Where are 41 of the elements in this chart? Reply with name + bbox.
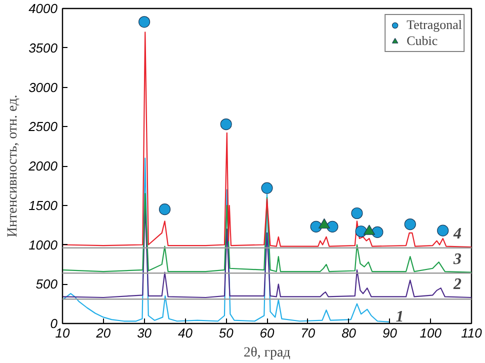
y-axis-title: Интенсивность, отн. ед.	[6, 94, 21, 238]
x-tick-label: 110	[461, 326, 483, 340]
y-tick-label: 3000	[28, 80, 58, 95]
series-label: 4	[452, 226, 462, 243]
point	[355, 226, 367, 238]
x-tick-label: 50	[218, 326, 234, 340]
x-tick-label: 30	[137, 326, 152, 340]
point	[220, 118, 232, 130]
x-tick-label: 60	[260, 326, 275, 340]
y-tick-label: 500	[36, 276, 58, 292]
point	[310, 220, 322, 232]
x-tick-label: 40	[178, 326, 194, 340]
line-series	[62, 193, 472, 273]
point	[404, 218, 416, 230]
point	[363, 224, 376, 235]
point	[318, 218, 330, 229]
point	[138, 16, 150, 28]
y-tick-label: 4000	[28, 1, 58, 16]
point	[437, 224, 449, 236]
point	[261, 182, 273, 194]
y-tick-label: 1500	[28, 198, 58, 213]
series-label: 1	[396, 308, 404, 326]
x-axis-title: 2θ, град	[244, 346, 290, 360]
legend-label: Cubic	[406, 33, 438, 49]
point	[326, 220, 338, 232]
x-tick-label: 20	[95, 326, 112, 340]
y-tick-label: 2000	[28, 158, 58, 174]
point	[372, 226, 384, 238]
y-tick-label: 3500	[28, 40, 58, 56]
point	[351, 207, 363, 220]
series-label: 2	[452, 276, 462, 294]
x-tick-label: 100	[420, 326, 442, 340]
y-tick-label: 2500	[28, 119, 58, 134]
x-tick-label: 70	[300, 326, 316, 340]
point	[158, 204, 171, 216]
x-tick-label: 80	[342, 326, 357, 340]
line-series	[62, 32, 472, 248]
series-label: 3	[452, 250, 462, 268]
x-tick-label: 90	[382, 326, 398, 340]
y-tick-label: 1000	[28, 237, 58, 252]
legend-label: Tetragonal	[406, 17, 462, 33]
